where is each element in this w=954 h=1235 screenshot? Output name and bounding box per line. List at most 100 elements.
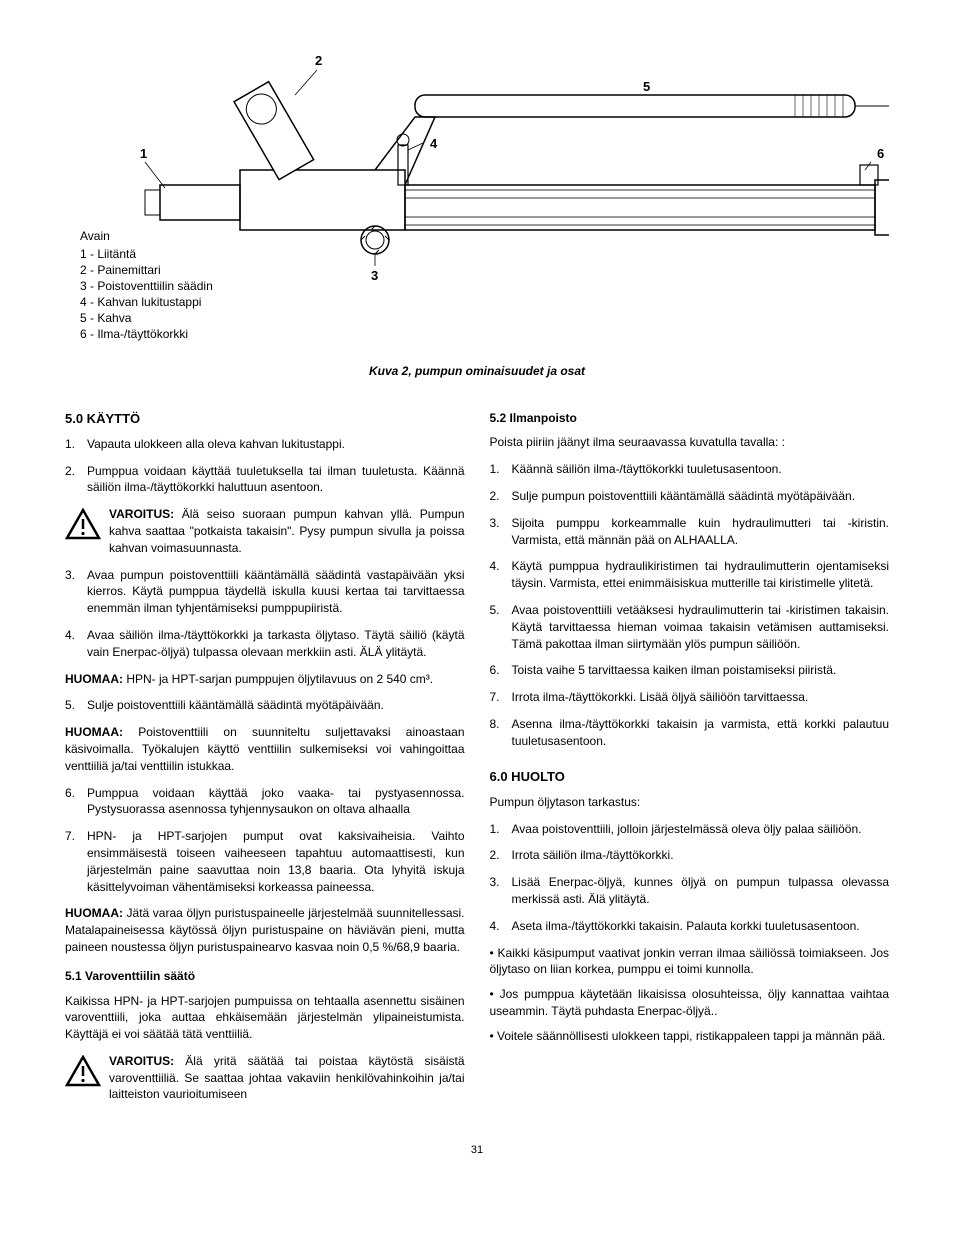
list-item: 3. Lisää Enerpac-öljyä, kunnes öljyä on … [490, 874, 890, 908]
list-item: 3. Avaa pumpun poistoventtiili kääntämäl… [65, 567, 465, 617]
list-item: 1. Avaa poistoventtiili, jolloin järjest… [490, 821, 890, 838]
bullet-paragraph: • Jos pumppua käytetään likaisissa olosu… [490, 986, 890, 1020]
label-3: 3 [371, 268, 378, 283]
list-text: Irrota säiliön ilma-/täyttökorkki. [512, 847, 890, 864]
list-number: 5. [65, 697, 87, 714]
list-number: 2. [490, 847, 512, 864]
list-item: 1. Käännä säiliön ilma-/täyttökorkki tuu… [490, 461, 890, 478]
note-label: HUOMAA: [65, 906, 123, 920]
list-text: Toista vaihe 5 tarvittaessa kaiken ilman… [512, 662, 890, 679]
list-number: 3. [65, 567, 87, 617]
note-label: HUOMAA: [65, 672, 123, 686]
paragraph: Pumpun öljytason tarkastus: [490, 794, 890, 811]
list-number: 5. [490, 602, 512, 652]
list-item: 6. Pumppua voidaan käyttää joko vaaka- t… [65, 785, 465, 819]
list-text: Avaa säiliön ilma-/täyttökorkki ja tarka… [87, 627, 465, 661]
left-column: 5.0 KÄYTTÖ 1. Vapauta ulokkeen alla olev… [65, 400, 465, 1114]
list-text: Lisää Enerpac-öljyä, kunnes öljyä on pum… [512, 874, 890, 908]
note-paragraph: HUOMAA: HPN- ja HPT-sarjan pumppujen ölj… [65, 671, 465, 688]
key-3: 3 - Poistoventtiilin säädin [80, 279, 213, 293]
list-text: Asenna ilma-/täyttökorkki takaisin ja va… [512, 716, 890, 750]
list-text: Käännä säiliön ilma-/täyttökorkki tuulet… [512, 461, 890, 478]
list-text: Vapauta ulokkeen alla oleva kahvan lukit… [87, 436, 465, 453]
warning-text: VAROITUS: Älä yritä säätää tai poistaa k… [109, 1053, 465, 1103]
note-paragraph: HUOMAA: Poistoventtiili on suunniteltu s… [65, 724, 465, 774]
list-number: 1. [490, 821, 512, 838]
pump-diagram: 2 5 1 4 3 6 Avain 1 - Liitäntä 2 - Paine… [65, 40, 889, 350]
warning-block: VAROITUS: Älä seiso suoraan pumpun kahva… [65, 506, 465, 556]
list-number: 2. [65, 463, 87, 497]
section-52-heading: 5.2 Ilmanpoisto [490, 410, 890, 427]
list-item: 2. Sulje pumpun poistoventtiili kääntämä… [490, 488, 890, 505]
list-item: 8. Asenna ilma-/täyttökorkki takaisin ja… [490, 716, 890, 750]
list-item: 7. HPN- ja HPT-sarjojen pumput ovat kaks… [65, 828, 465, 895]
list-item: 5. Sulje poistoventtiili kääntämällä sää… [65, 697, 465, 714]
list-number: 6. [490, 662, 512, 679]
list-number: 7. [65, 828, 87, 895]
list-text: Avaa poistoventtiili, jolloin järjestelm… [512, 821, 890, 838]
warning-icon [65, 1055, 101, 1087]
key-6: 6 - Ilma-/täyttökorkki [80, 327, 188, 341]
list-item: 1. Vapauta ulokkeen alla oleva kahvan lu… [65, 436, 465, 453]
list-text: Sulje pumpun poistoventtiili kääntämällä… [512, 488, 890, 505]
list-text: Käytä pumppua hydraulikiristimen tai hyd… [512, 558, 890, 592]
key-4: 4 - Kahvan lukitustappi [80, 295, 201, 309]
list-item: 4. Käytä pumppua hydraulikiristimen tai … [490, 558, 890, 592]
label-1: 1 [140, 146, 147, 161]
list-text: HPN- ja HPT-sarjojen pumput ovat kaksiva… [87, 828, 465, 895]
section-5-heading: 5.0 KÄYTTÖ [65, 410, 465, 428]
list-text: Sijoita pumppu korkeammalle kuin hydraul… [512, 515, 890, 549]
note-paragraph: HUOMAA: Jätä varaa öljyn puristuspaineel… [65, 905, 465, 955]
page-number: 31 [65, 1143, 889, 1158]
bullet-paragraph: • Voitele säännöllisesti ulokkeen tappi,… [490, 1028, 890, 1045]
section-51-heading: 5.1 Varoventtiilin säätö [65, 968, 465, 985]
list-number: 3. [490, 515, 512, 549]
list-number: 1. [65, 436, 87, 453]
note-body: Jätä varaa öljyn puristuspaineelle järje… [65, 906, 465, 954]
list-text: Irrota ilma-/täyttökorkki. Lisää öljyä s… [512, 689, 890, 706]
warning-label: VAROITUS: [109, 1054, 174, 1068]
list-text: Pumppua voidaan käyttää tuuletuksella ta… [87, 463, 465, 497]
warning-label: VAROITUS: [109, 507, 174, 521]
list-item: 2. Pumppua voidaan käyttää tuuletuksella… [65, 463, 465, 497]
note-label: HUOMAA: [65, 725, 123, 739]
list-number: 3. [490, 874, 512, 908]
warning-text: VAROITUS: Älä seiso suoraan pumpun kahva… [109, 506, 465, 556]
note-body: HPN- ja HPT-sarjan pumppujen öljytilavuu… [123, 672, 433, 686]
list-item: 6. Toista vaihe 5 tarvittaessa kaiken il… [490, 662, 890, 679]
list-text: Avaa poistoventtiili vetääksesi hydrauli… [512, 602, 890, 652]
figure-caption: Kuva 2, pumpun ominaisuudet ja osat [65, 363, 889, 380]
list-item: 5. Avaa poistoventtiili vetääksesi hydra… [490, 602, 890, 652]
list-item: 3. Sijoita pumppu korkeammalle kuin hydr… [490, 515, 890, 549]
list-text: Sulje poistoventtiili kääntämällä säädin… [87, 697, 465, 714]
list-number: 4. [490, 918, 512, 935]
list-item: 2. Irrota säiliön ilma-/täyttökorkki. [490, 847, 890, 864]
list-item: 4. Aseta ilma-/täyttökorkki takaisin. Pa… [490, 918, 890, 935]
list-number: 4. [490, 558, 512, 592]
key-1: 1 - Liitäntä [80, 247, 136, 261]
warning-icon [65, 508, 101, 540]
list-number: 8. [490, 716, 512, 750]
key-title: Avain [80, 229, 110, 243]
figure-container: 2 5 1 4 3 6 Avain 1 - Liitäntä 2 - Paine… [65, 40, 889, 355]
list-number: 1. [490, 461, 512, 478]
paragraph: Kaikissa HPN- ja HPT-sarjojen pumpuissa … [65, 993, 465, 1043]
content-columns: 5.0 KÄYTTÖ 1. Vapauta ulokkeen alla olev… [65, 400, 889, 1114]
list-text: Pumppua voidaan käyttää joko vaaka- tai … [87, 785, 465, 819]
warning-block: VAROITUS: Älä yritä säätää tai poistaa k… [65, 1053, 465, 1103]
paragraph: Poista piiriin jäänyt ilma seuraavassa k… [490, 434, 890, 451]
label-6: 6 [877, 146, 884, 161]
right-column: 5.2 Ilmanpoisto Poista piiriin jäänyt il… [490, 400, 890, 1114]
section-6-heading: 6.0 HUOLTO [490, 768, 890, 786]
note-body: Poistoventtiili on suunniteltu suljettav… [65, 725, 465, 773]
label-5: 5 [643, 79, 650, 94]
list-number: 7. [490, 689, 512, 706]
list-number: 2. [490, 488, 512, 505]
key-5: 5 - Kahva [80, 311, 132, 325]
list-number: 6. [65, 785, 87, 819]
list-item: 7. Irrota ilma-/täyttökorkki. Lisää öljy… [490, 689, 890, 706]
list-item: 4. Avaa säiliön ilma-/täyttökorkki ja ta… [65, 627, 465, 661]
key-2: 2 - Painemittari [80, 263, 161, 277]
list-text: Avaa pumpun poistoventtiili kääntämällä … [87, 567, 465, 617]
label-2: 2 [315, 53, 322, 68]
